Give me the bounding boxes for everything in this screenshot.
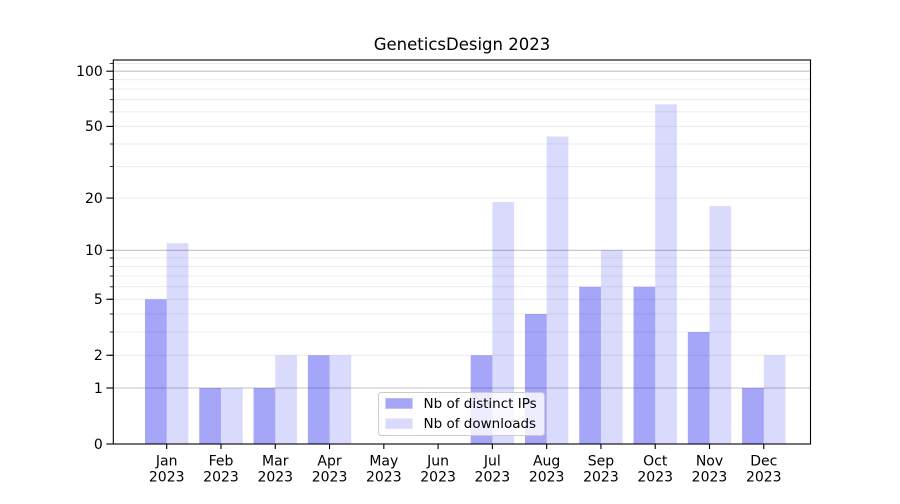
bar-nb-of-downloads-apr bbox=[329, 355, 352, 444]
x-tick-label-year-aug: 2023 bbox=[529, 470, 565, 486]
y-tick-label-20: 20 bbox=[85, 191, 103, 207]
x-tick-label-year-nov: 2023 bbox=[692, 470, 728, 486]
bar-nb-of-distinct-ips-feb bbox=[199, 388, 221, 444]
bar-nb-of-downloads-aug bbox=[546, 136, 569, 444]
x-tick-label-year-apr: 2023 bbox=[312, 470, 348, 486]
x-tick-label-month-sep: Sep bbox=[588, 454, 615, 470]
bar-nb-of-distinct-ips-jan bbox=[145, 299, 167, 444]
bar-nb-of-distinct-ips-nov bbox=[687, 332, 710, 444]
bar-nb-of-distinct-ips-apr bbox=[307, 355, 330, 444]
x-tick-label-month-jul: Jul bbox=[483, 454, 501, 470]
x-tick-label-month-mar: Mar bbox=[262, 454, 289, 470]
x-tick-label-year-may: 2023 bbox=[366, 470, 402, 486]
bar-nb-of-downloads-mar bbox=[275, 355, 297, 444]
x-tick-label-year-mar: 2023 bbox=[257, 470, 293, 486]
chart-title: GeneticsDesign 2023 bbox=[374, 35, 550, 54]
x-tick-label-month-feb: Feb bbox=[209, 454, 234, 470]
bar-nb-of-downloads-oct bbox=[655, 104, 677, 445]
y-tick-label-100: 100 bbox=[76, 64, 103, 80]
y-tick-label-10: 10 bbox=[85, 243, 103, 259]
x-tick-label-year-sep: 2023 bbox=[583, 470, 619, 486]
bar-nb-of-distinct-ips-mar bbox=[253, 388, 276, 444]
legend-label-downloads: Nb of downloads bbox=[424, 416, 537, 432]
bar-nb-of-downloads-nov bbox=[709, 206, 732, 444]
bar-nb-of-downloads-feb bbox=[220, 388, 243, 444]
bar-nb-of-downloads-dec bbox=[763, 355, 786, 444]
bar-nb-of-distinct-ips-dec bbox=[742, 388, 764, 444]
x-tick-label-month-may: May bbox=[369, 454, 398, 470]
y-tick-label-50: 50 bbox=[85, 119, 103, 135]
bar-nb-of-downloads-jul bbox=[492, 202, 515, 444]
y-tick-label-2: 2 bbox=[94, 348, 103, 364]
legend-label-distinct-ips: Nb of distinct IPs bbox=[424, 396, 537, 412]
x-tick-label-year-oct: 2023 bbox=[637, 470, 673, 486]
x-tick-label-month-nov: Nov bbox=[696, 454, 723, 470]
bar-nb-of-distinct-ips-sep bbox=[579, 286, 601, 444]
legend-swatch-downloads bbox=[385, 418, 413, 429]
x-tick-label-month-oct: Oct bbox=[643, 454, 668, 470]
x-tick-label-year-jun: 2023 bbox=[420, 470, 456, 486]
x-tick-label-month-aug: Aug bbox=[533, 454, 560, 470]
y-tick-label-1: 1 bbox=[94, 381, 103, 397]
legend-frame bbox=[378, 392, 545, 436]
x-tick-label-year-jan: 2023 bbox=[149, 470, 185, 486]
y-tick-label-5: 5 bbox=[94, 292, 103, 308]
bar-nb-of-distinct-ips-oct bbox=[633, 286, 656, 444]
plot-border bbox=[112, 59, 812, 445]
x-tick-label-month-jan: Jan bbox=[155, 454, 178, 470]
x-tick-label-year-dec: 2023 bbox=[746, 470, 782, 486]
x-tick-label-month-jun: Jun bbox=[426, 454, 449, 470]
x-tick-label-year-jul: 2023 bbox=[475, 470, 511, 486]
plot-area: 0125102050100Jan2023Feb2023Mar2023Apr202… bbox=[76, 59, 812, 486]
x-tick-label-year-feb: 2023 bbox=[203, 470, 239, 486]
x-tick-label-month-dec: Dec bbox=[750, 454, 777, 470]
bar-nb-of-downloads-jan bbox=[166, 243, 189, 444]
legend-swatch-distinct-ips bbox=[385, 398, 413, 409]
x-tick-label-month-apr: Apr bbox=[317, 454, 341, 470]
legend: Nb of distinct IPs Nb of downloads bbox=[378, 392, 545, 436]
bar-nb-of-downloads-sep bbox=[600, 250, 623, 444]
y-tick-label-0: 0 bbox=[94, 437, 103, 453]
